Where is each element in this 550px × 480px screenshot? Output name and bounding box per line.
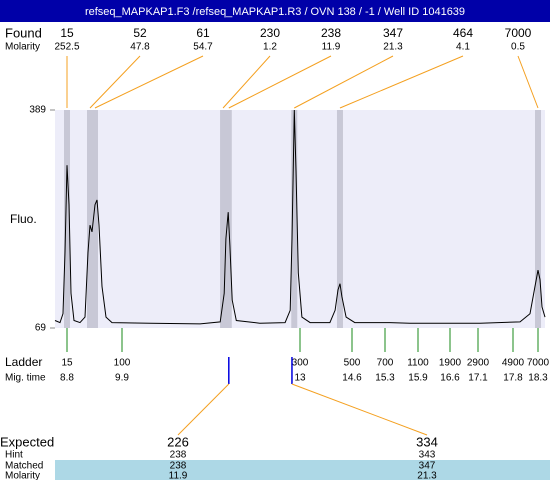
found-size: 15 [60,26,74,40]
found-molarity: 54.7 [193,42,213,53]
found-leader [228,55,332,109]
found-size: 230 [260,26,280,40]
ladder-time: 15.9 [408,373,428,384]
ladder-label: Ladder [5,355,42,369]
peak-band [92,110,98,328]
expected-molarity: 21.3 [417,471,437,480]
ladder-size: 100 [114,358,131,369]
found-leader [89,55,141,109]
mig-time-label: Mig. time [5,373,46,384]
ladder-size: 7000 [527,358,550,369]
found-leader [517,55,539,109]
found-molarity: 4.1 [456,42,470,53]
ladder-time: 16.6 [440,373,460,384]
expected-label: Expected [0,434,54,449]
ladder-size: 4900 [502,358,525,369]
found-size: 464 [453,26,473,40]
found-molarity: 21.3 [383,42,403,53]
ladder-time: 14.6 [342,373,362,384]
ladder-size: 300 [292,358,309,369]
trace [54,109,546,325]
chart-title: refseq_MAPKAP1.F3 /refseq_MAPKAP1.R3 / O… [85,6,465,18]
found-molarity: 47.8 [130,42,150,53]
expected-size: 226 [167,434,189,449]
found-molarity: 252.5 [54,42,79,53]
ladder-time: 9.9 [115,373,129,384]
expected-leader [177,383,230,436]
ladder-size: 700 [377,358,394,369]
ladder-size: 1900 [439,358,462,369]
y-tick-label: 389 [29,105,46,116]
found-size: 52 [133,26,147,40]
found-leader [94,55,204,109]
peak-band [535,110,541,328]
ladder-time: 15.3 [375,373,395,384]
found-molarity: 0.5 [511,42,525,53]
molarity-label: Molarity [5,42,40,53]
peak-band [87,110,93,328]
ladder-size: 1100 [407,358,429,369]
peak-band [291,110,298,328]
found-size: 238 [321,26,341,40]
matched-size: 238 [170,461,187,472]
expected-leader [291,383,428,436]
found-leader [339,55,464,109]
expected-molarity: 11.9 [169,471,188,480]
matched-size: 347 [419,461,436,472]
hint-label: Hint [5,450,23,461]
found-molarity: 11.9 [322,42,341,53]
y-tick-label: 69 [35,323,47,334]
expected-size: 334 [416,434,438,449]
found-size: 61 [196,26,210,40]
ladder-size: 15 [61,358,73,369]
molarity-label: Molarity [5,471,40,480]
peak-band [336,110,343,328]
ladder-time: 13 [294,373,306,384]
found-molarity: 1.2 [263,42,277,53]
found-label: Found [5,25,42,40]
matched-band [55,460,550,480]
hint-size: 343 [419,450,436,461]
title-bar [0,0,550,22]
hint-size: 238 [170,450,187,461]
found-leader [294,55,394,109]
found-leader [222,55,271,109]
peak-band [64,110,70,328]
peak-band [220,110,227,328]
ladder-time: 17.1 [468,373,488,384]
ladder-size: 500 [344,358,361,369]
ladder-size: 2900 [467,358,490,369]
ladder-time: 18.3 [528,373,548,384]
found-size: 347 [383,26,403,40]
y-axis-label: Fluo. [10,212,37,226]
matched-label: Matched [5,461,43,472]
ladder-time: 17.8 [503,373,523,384]
ladder-time: 8.8 [60,373,74,384]
found-size: 7000 [505,26,532,40]
